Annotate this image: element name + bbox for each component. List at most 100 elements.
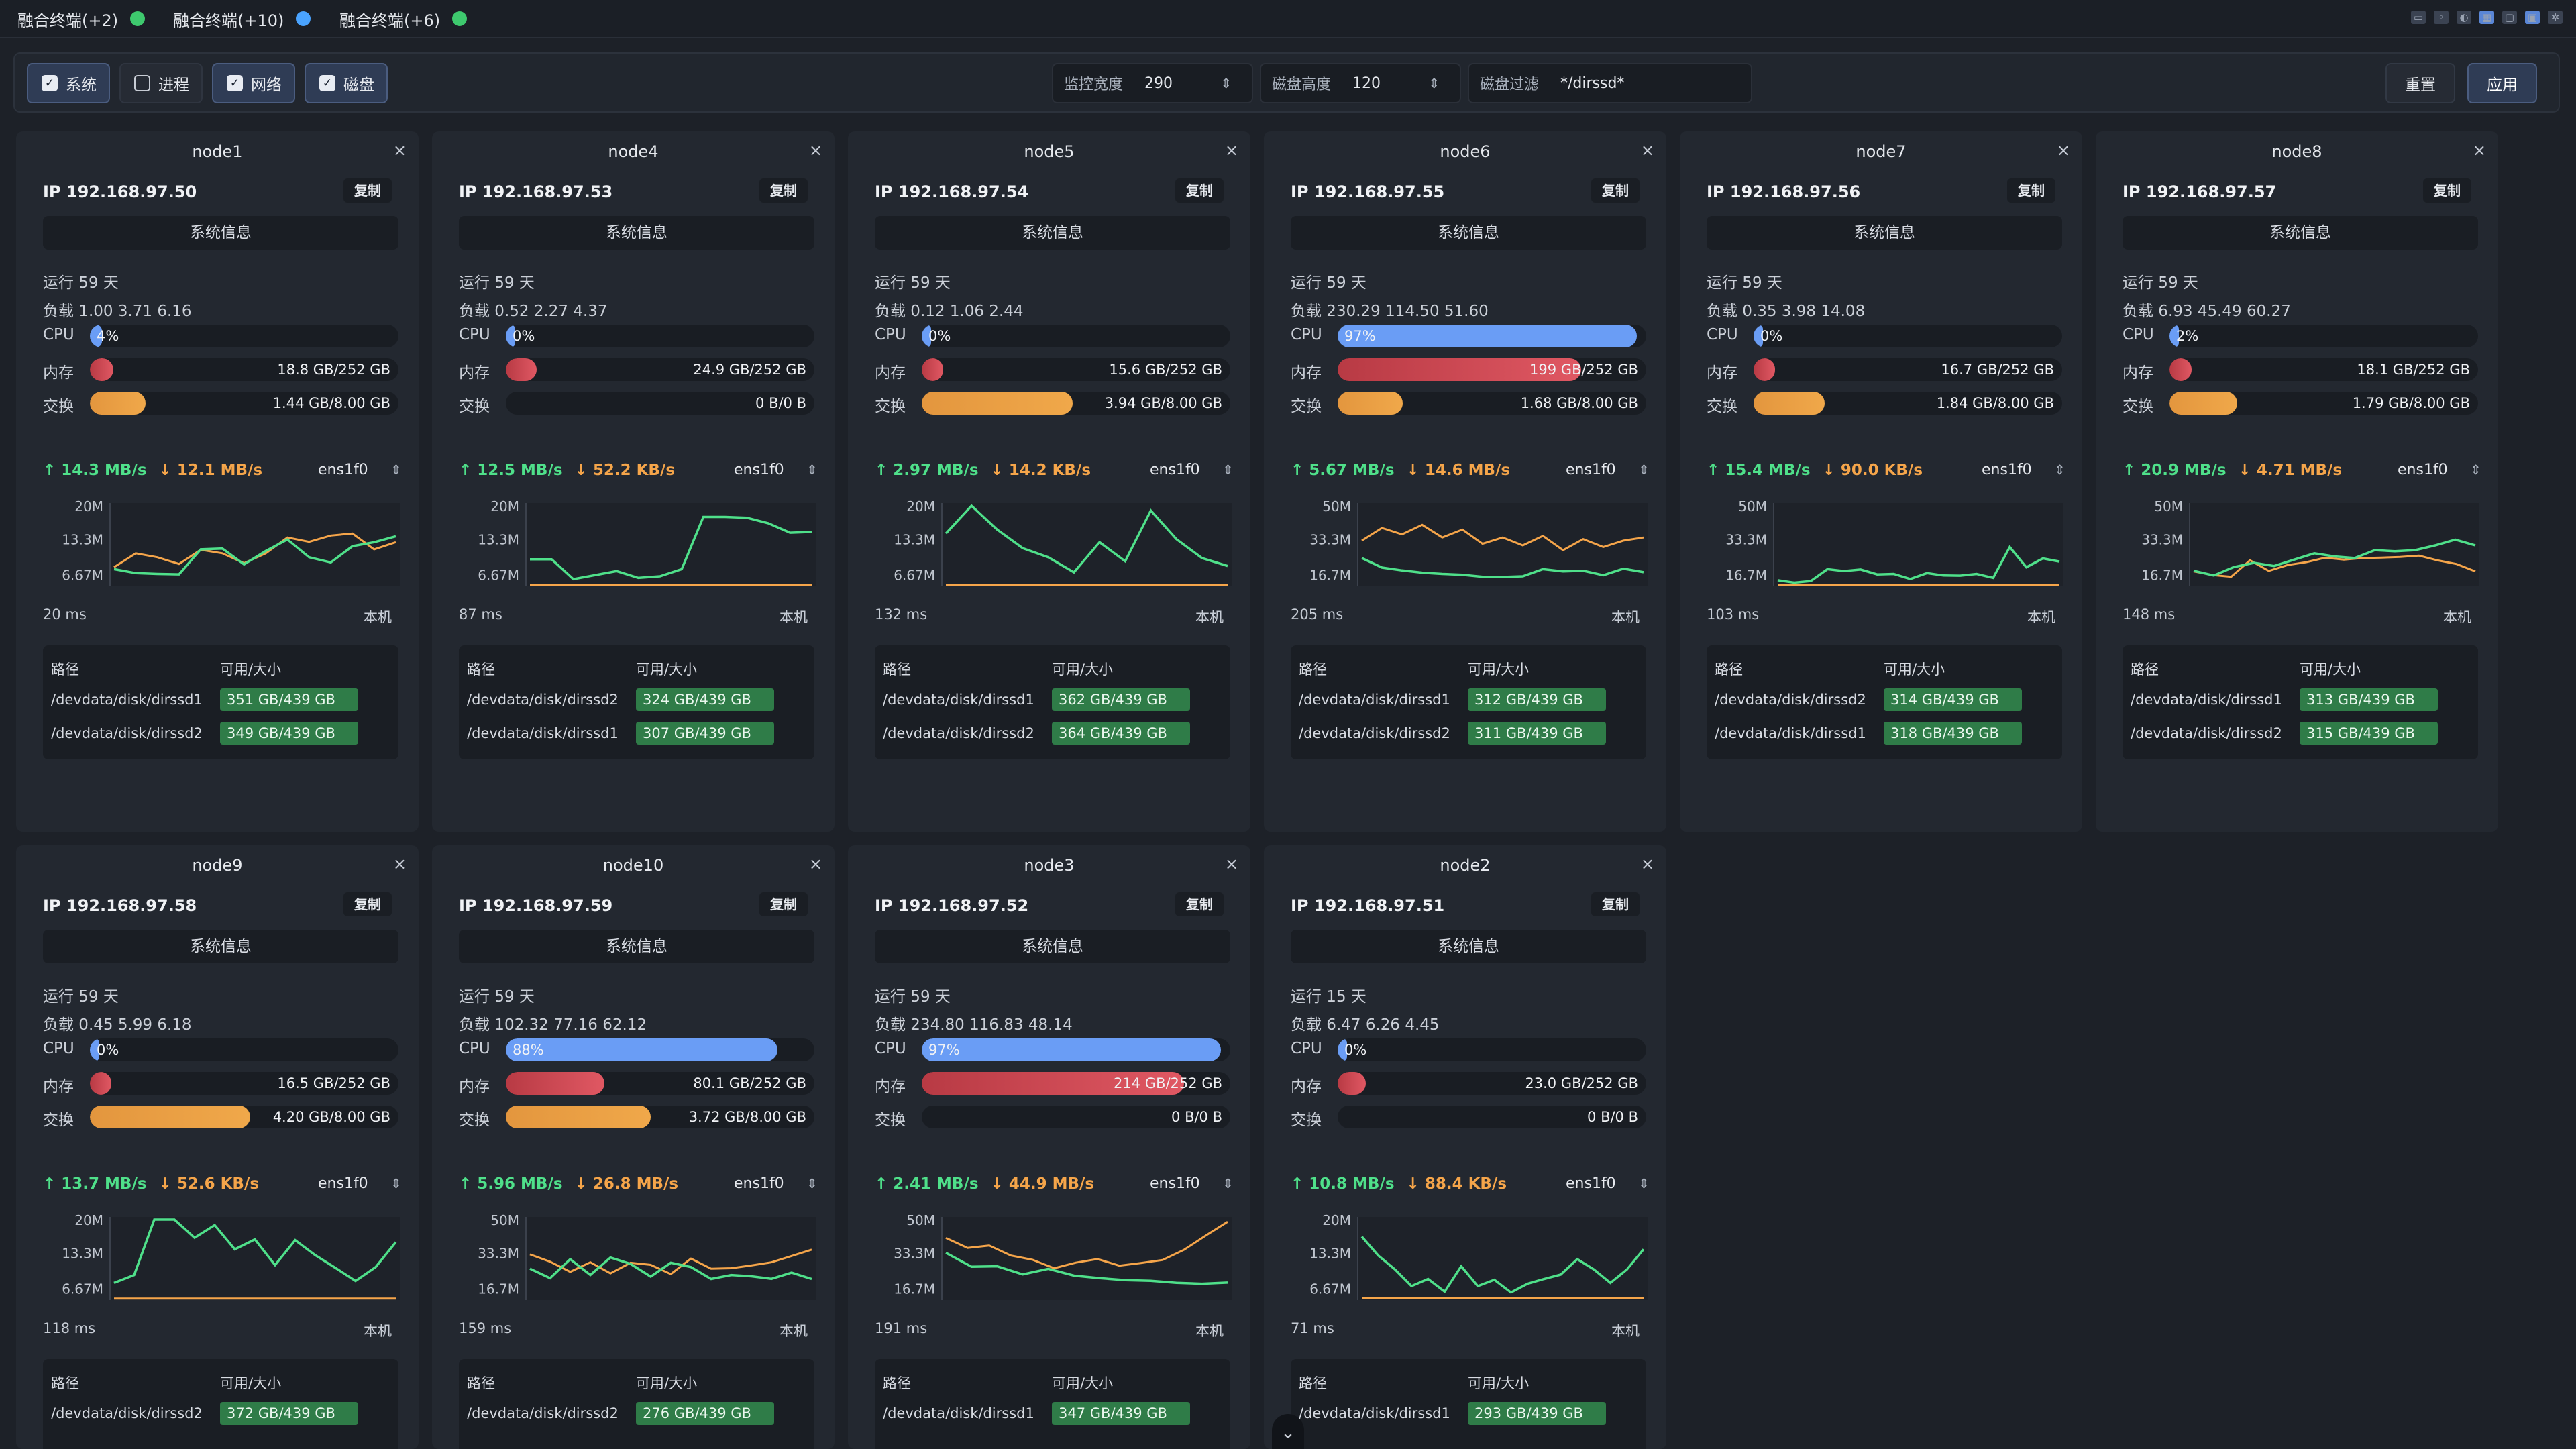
grid-icon[interactable]: ▦ [2479,11,2494,24]
chevron-updown-icon[interactable]: ⇕ [1638,1175,1650,1191]
disk-size-badge: 311 GB/439 GB [1468,722,1606,745]
close-icon[interactable]: × [2056,141,2070,160]
cpu-bar: 2% [2169,325,2478,347]
download-series-line [529,1248,812,1275]
close-icon[interactable]: × [808,141,822,160]
chevron-updown-icon[interactable]: ⇕ [1638,462,1650,478]
system-info-button[interactable]: 系统信息 [459,930,814,963]
disk-height-field[interactable]: 磁盘高度 120 ⇕ [1260,63,1461,103]
system-info-button[interactable]: 系统信息 [43,216,398,250]
interface-select[interactable]: ens1f0 [318,1175,368,1192]
spinner-icon[interactable]: ⇕ [1428,75,1440,91]
window-icon[interactable]: ▢ [2502,11,2517,24]
system-info-button[interactable]: 系统信息 [43,930,398,963]
interface-select[interactable]: ens1f0 [1150,462,1200,478]
terminal-tab-2[interactable]: 融合终端(+10) [173,8,311,30]
close-icon[interactable]: × [1224,855,1238,873]
close-icon[interactable]: × [392,141,407,160]
chevron-updown-icon[interactable]: ⇕ [806,462,818,478]
chevron-updown-icon[interactable]: ⇕ [2470,462,2481,478]
interface-select[interactable]: ens1f0 [1150,1175,1200,1192]
copy-button[interactable]: 复制 [759,892,808,916]
node-card-node7: node7 × IP 192.168.97.56 复制 系统信息 运行 59 天负载 0.… [1680,131,2082,832]
mem-value: 16.7 GB/252 GB [1941,362,2054,378]
system-info-button[interactable]: 系统信息 [875,216,1230,250]
close-icon[interactable]: × [1640,141,1654,160]
folder-icon[interactable]: ▭ [2411,11,2426,24]
system-info-button[interactable]: 系统信息 [1707,216,2062,250]
swap-bar-fill [90,392,146,415]
terminal-tab-3[interactable]: 融合终端(+6) [339,8,468,30]
moon-icon[interactable]: ◐ [2457,11,2471,24]
cpu-label: CPU [875,326,906,343]
field-value[interactable]: 290 [1144,74,1173,92]
path-header: 路径 [883,1375,911,1391]
field-value[interactable]: 120 [1352,74,1381,92]
system-info-button[interactable]: 系统信息 [875,930,1230,963]
copy-button[interactable]: 复制 [2423,178,2471,203]
disk-table: 路径 可用/大小/devdata/disk/dirssd1 362 GB/439 G… [875,645,1230,759]
copy-button[interactable]: 复制 [343,892,392,916]
apply-button[interactable]: 应用 [2467,63,2537,103]
swap-bar: 1.44 GB/8.00 GB [90,392,398,415]
chevron-updown-icon[interactable]: ⇕ [2054,462,2065,478]
system-checkbox[interactable]: ✓ 系统 [27,63,110,103]
network-checkbox[interactable]: ✓ 网络 [212,63,295,103]
system-info-button[interactable]: 系统信息 [1291,930,1646,963]
interface-select[interactable]: ens1f0 [734,462,784,478]
field-value[interactable]: */dirssd* [1560,74,1625,92]
display-icon[interactable]: ▣ [2525,11,2540,24]
chevron-updown-icon[interactable]: ⇕ [390,462,402,478]
chevron-updown-icon[interactable]: ⇕ [390,1175,402,1191]
disk-table: 路径 可用/大小/devdata/disk/dirssd1 293 GB/439 G… [1291,1359,1646,1449]
terminal-tab-1[interactable]: 融合终端(+2) [17,8,146,30]
interface-select[interactable]: ens1f0 [1566,462,1616,478]
node-card-node3: node3 × IP 192.168.97.52 复制 系统信息 运行 59 天负载 23… [848,845,1250,1449]
copy-button[interactable]: 复制 [343,178,392,203]
copy-button[interactable]: 复制 [759,178,808,203]
interface-select[interactable]: ens1f0 [1982,462,2032,478]
spinner-icon[interactable]: ⇕ [1220,75,1232,91]
copy-button[interactable]: 复制 [1175,892,1224,916]
swap-bar: 1.68 GB/8.00 GB [1338,392,1646,415]
system-info-button[interactable]: 系统信息 [1291,216,1646,250]
copy-button[interactable]: 复制 [1591,178,1640,203]
chevron-updown-icon[interactable]: ⇕ [1222,1175,1234,1191]
reset-button[interactable]: 重置 [2385,63,2455,103]
y-tick-label: 6.67M [478,568,519,584]
system-info-button[interactable]: 系统信息 [2123,216,2478,250]
close-icon[interactable]: × [808,855,822,873]
upload-series-line [529,1256,812,1281]
close-icon[interactable]: × [1640,855,1654,873]
mem-value: 199 GB/252 GB [1529,362,1638,378]
monitor-width-field[interactable]: 监控宽度 290 ⇕ [1052,63,1253,103]
tab-label: 融合终端(+2) [17,11,119,30]
disk-filter-field[interactable]: 磁盘过滤 */dirssd* [1468,63,1752,103]
y-tick-label: 6.67M [1309,1281,1351,1297]
node-name: node10 [602,856,664,875]
process-checkbox[interactable]: 进程 [119,63,203,103]
close-icon[interactable]: × [1224,141,1238,160]
cpu-label: CPU [43,1040,74,1057]
settings-icon[interactable]: ✲ [2548,11,2563,24]
close-icon[interactable]: × [2472,141,2486,160]
mem-label: 内存 [43,364,74,382]
swap-bar: 0 B/0 B [506,392,814,415]
copy-button[interactable]: 复制 [1175,178,1224,203]
disk-checkbox[interactable]: ✓ 磁盘 [305,63,388,103]
node-name: node6 [1440,142,1491,161]
net-rates: ↑ 12.5 MB/s ↓ 52.2 KB/s [459,462,675,479]
drop-icon[interactable]: ◦ [2434,11,2449,24]
close-icon[interactable]: × [392,855,407,873]
copy-button[interactable]: 复制 [1591,892,1640,916]
interface-select[interactable]: ens1f0 [1566,1175,1616,1192]
chevron-updown-icon[interactable]: ⇕ [806,1175,818,1191]
interface-select[interactable]: ens1f0 [318,462,368,478]
interface-select[interactable]: ens1f0 [2398,462,2448,478]
chevron-down-icon[interactable]: ⌄ [1272,1414,1304,1449]
upload-rate: ↑ 14.3 MB/s [43,462,147,479]
copy-button[interactable]: 复制 [2007,178,2055,203]
system-info-button[interactable]: 系统信息 [459,216,814,250]
chevron-updown-icon[interactable]: ⇕ [1222,462,1234,478]
interface-select[interactable]: ens1f0 [734,1175,784,1192]
